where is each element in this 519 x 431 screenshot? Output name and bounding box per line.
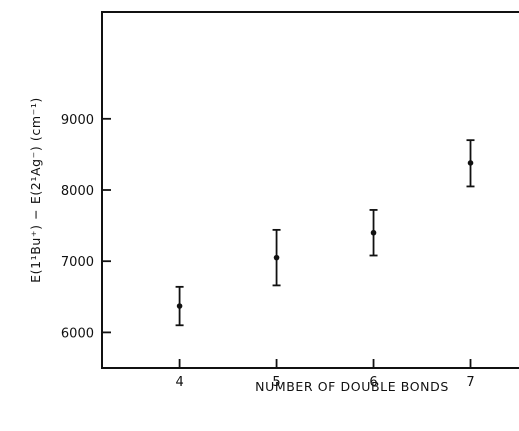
x-tick-label: 7 (466, 375, 474, 390)
x-tick-label: 4 (175, 375, 183, 390)
data-point (467, 160, 474, 166)
axes (101, 11, 519, 369)
data-marks (175, 139, 475, 327)
y-axis-label: E(1¹Bu⁺) − E(2¹Ag⁻) (cm⁻¹) (28, 97, 43, 283)
data-point (176, 303, 183, 309)
plot-frame (101, 11, 519, 369)
data-point (273, 254, 280, 261)
y-tick-label: 7000 (61, 255, 94, 270)
y-tick-label: 6000 (61, 326, 94, 341)
ticks: 6000 7000 8000 9000 4 5 6 7 (61, 113, 475, 390)
y-tick-label: 9000 (61, 113, 94, 128)
x-axis-label: NUMBER OF DOUBLE BONDS (255, 379, 449, 394)
x-tick-label: 5 (272, 375, 280, 390)
data-point (370, 229, 377, 236)
y-tick-label: 8000 (61, 184, 94, 199)
x-tick-label: 6 (369, 375, 377, 390)
